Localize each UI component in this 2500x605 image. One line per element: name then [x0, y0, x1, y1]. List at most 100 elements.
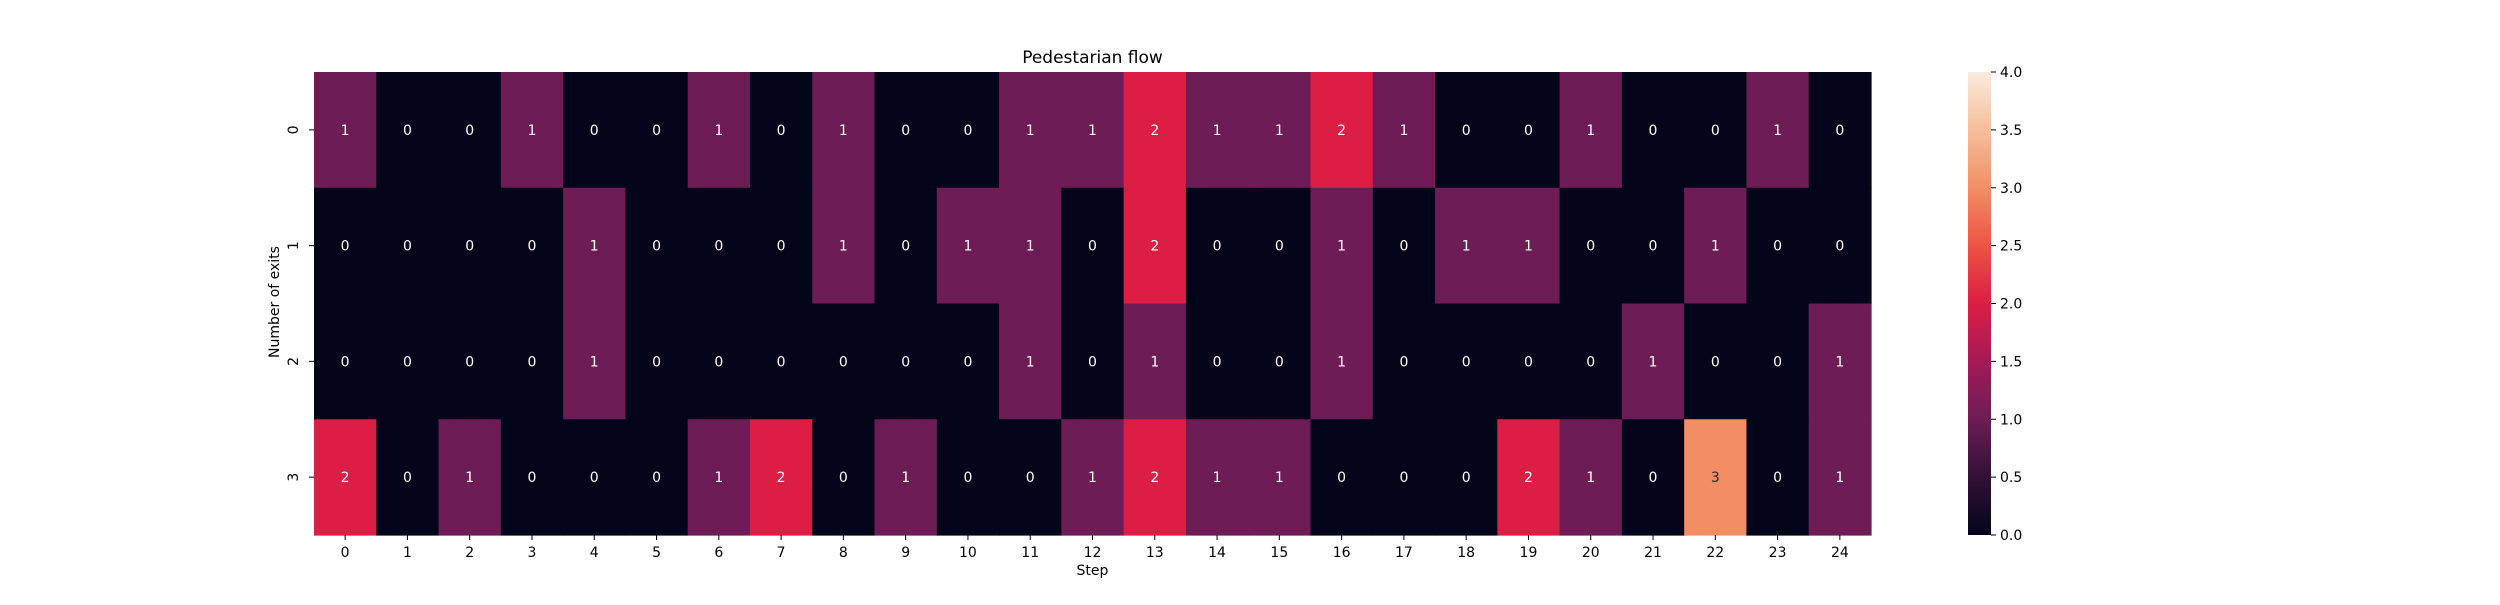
- cell-value-label: 1: [839, 123, 848, 139]
- heatmap-cell: [687, 72, 751, 189]
- cell-value-label: 0: [1835, 123, 1844, 139]
- x-tick-label: 8: [839, 545, 848, 561]
- x-tick-label: 20: [1582, 545, 1600, 561]
- cell-value-label: 1: [1213, 470, 1222, 486]
- cell-value-label: 2: [777, 470, 786, 486]
- heatmap-cell: [1684, 419, 1748, 536]
- heatmap-cell: [376, 419, 440, 536]
- colorbar-tick-label: 0.5: [2000, 470, 2022, 486]
- cell-value-label: 2: [1337, 123, 1346, 139]
- heatmap-cell: [1621, 72, 1685, 189]
- heatmap-cell: [1248, 419, 1312, 536]
- heatmap-cell: [1559, 72, 1623, 189]
- x-tick-label: 2: [465, 545, 474, 561]
- heatmap-cell: [1061, 187, 1125, 305]
- cell-value-label: 1: [465, 470, 474, 486]
- cell-value-label: 1: [1088, 470, 1097, 486]
- cell-value-label: 0: [528, 470, 537, 486]
- cell-value-label: 1: [1337, 239, 1346, 255]
- heatmap-cell: [314, 187, 377, 305]
- heatmap-cell: [1684, 303, 1748, 420]
- heatmap-cells: [314, 72, 1872, 536]
- cell-value-label: 0: [1586, 239, 1595, 255]
- heatmap-cell: [999, 419, 1062, 536]
- heatmap-cell: [1808, 72, 1872, 189]
- heatmap-cell: [1435, 187, 1498, 305]
- heatmap-cell: [1123, 72, 1187, 189]
- heatmap-cell: [314, 72, 377, 189]
- cell-value-label: 2: [341, 470, 350, 486]
- heatmap-cell: [1061, 419, 1125, 536]
- cell-value-label: 0: [1088, 239, 1097, 255]
- cell-value-label: 0: [963, 354, 972, 370]
- cell-value-label: 0: [714, 354, 723, 370]
- heatmap-cell: [936, 419, 1000, 536]
- cell-value-label: 0: [1399, 470, 1408, 486]
- heatmap-cell: [1185, 187, 1249, 305]
- heatmap-cell: [1684, 72, 1748, 189]
- heatmap-cell: [812, 303, 876, 420]
- cell-value-label: 0: [1711, 354, 1720, 370]
- cell-value-label: 0: [963, 470, 972, 486]
- colorbar-tick-label: 0.0: [2000, 528, 2022, 544]
- heatmap-cell: [1684, 187, 1748, 305]
- heatmap-cell: [1808, 187, 1872, 305]
- cell-value-label: 0: [465, 354, 474, 370]
- cell-value-label: 0: [1088, 354, 1097, 370]
- heatmap-cell: [438, 419, 502, 536]
- heatmap-cell: [749, 72, 813, 189]
- cell-value-label: 0: [714, 239, 723, 255]
- heatmap-cell: [625, 419, 689, 536]
- cell-value-label: 1: [1399, 123, 1408, 139]
- cell-value-label: 0: [1337, 470, 1346, 486]
- cell-value-label: 0: [777, 123, 786, 139]
- cell-value-label: 1: [1275, 123, 1284, 139]
- heatmap-cell: [874, 303, 938, 420]
- heatmap-cell: [563, 72, 626, 189]
- heatmap-cell: [936, 187, 1000, 305]
- cell-value-label: 0: [652, 239, 661, 255]
- cell-value-label: 0: [901, 354, 910, 370]
- cell-value-label: 0: [839, 470, 848, 486]
- x-tick-label: 16: [1333, 545, 1351, 561]
- cell-value-label: 0: [1773, 354, 1782, 370]
- heatmap-cell-labels: 1 0 0 1 0 0 1 0 1 0 0 1 1 2 1 1 2 1 0 0 1 0 0 1 0 0 0 0 0 1 0 0 0 1 0 1 1 0 2 0…: [341, 123, 1845, 486]
- cell-value-label: 0: [465, 123, 474, 139]
- x-tick-label: 15: [1270, 545, 1288, 561]
- cell-value-label: 0: [341, 239, 350, 255]
- cell-value-label: 0: [1399, 354, 1408, 370]
- cell-value-label: 1: [1524, 239, 1533, 255]
- y-tick-label: 1: [286, 241, 302, 250]
- cell-value-label: 0: [1026, 470, 1035, 486]
- cell-value-label: 0: [1773, 239, 1782, 255]
- cell-value-label: 1: [1150, 354, 1159, 370]
- cell-value-label: 1: [839, 239, 848, 255]
- x-axis-label: Step: [1077, 563, 1109, 579]
- cell-value-label: 1: [528, 123, 537, 139]
- cell-value-label: 1: [1026, 239, 1035, 255]
- heatmap-cell: [563, 419, 626, 536]
- x-tick-label: 7: [777, 545, 786, 561]
- cell-value-label: 1: [1213, 123, 1222, 139]
- heatmap-cell: [1746, 187, 1810, 305]
- cell-value-label: 2: [1524, 470, 1533, 486]
- heatmap-cell: [687, 303, 751, 420]
- heatmap-cell: [1746, 72, 1810, 189]
- x-tick-label: 10: [959, 545, 977, 561]
- y-axis-ticks: 0 1 2 3: [286, 125, 314, 482]
- y-tick-label: 0: [286, 125, 302, 134]
- heatmap-cell: [314, 303, 377, 420]
- cell-value-label: 0: [1586, 354, 1595, 370]
- heatmap-cell: [1435, 303, 1498, 420]
- cell-value-label: 2: [1150, 123, 1159, 139]
- heatmap-cell: [1372, 187, 1436, 305]
- colorbar-gradient: [1968, 72, 1991, 535]
- cell-value-label: 0: [1773, 470, 1782, 486]
- x-tick-label: 1: [403, 545, 412, 561]
- heatmap-cell: [687, 419, 751, 536]
- cell-value-label: 0: [465, 239, 474, 255]
- colorbar: 0.0 0.5 1.0 1.5 2.0 2.5 3.0 3.5 4.0: [1968, 65, 2022, 544]
- cell-value-label: 0: [1835, 239, 1844, 255]
- x-tick-label: 24: [1831, 545, 1849, 561]
